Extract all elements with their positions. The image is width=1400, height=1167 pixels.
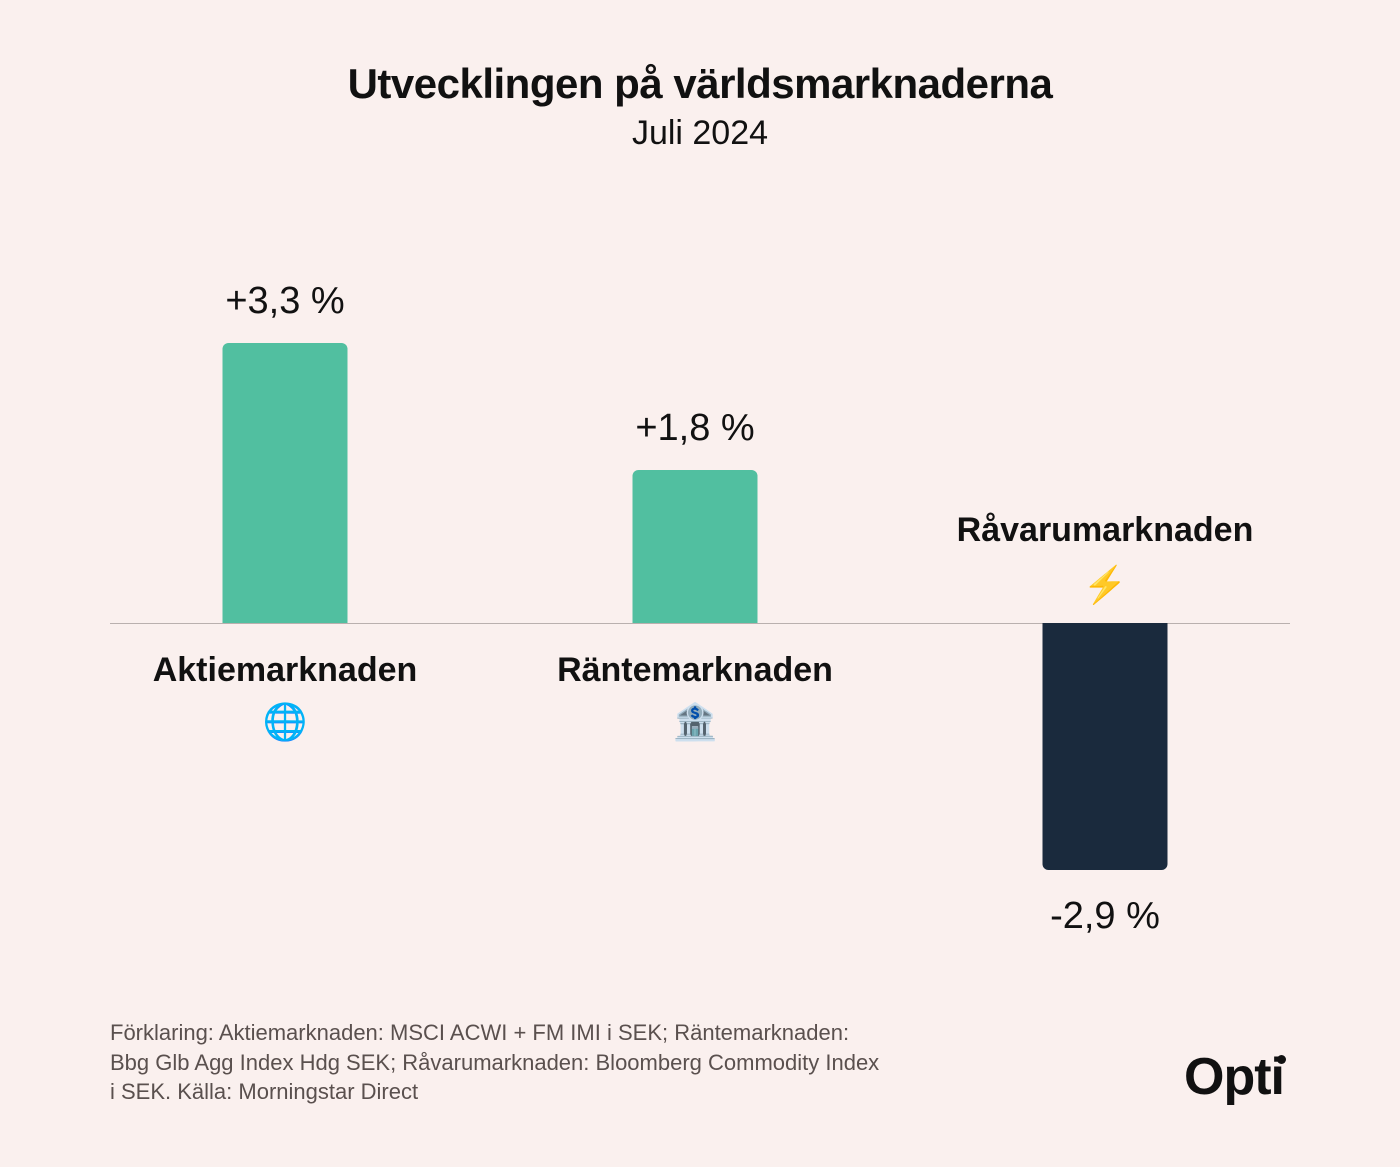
brand-logo: Opti: [1184, 1047, 1290, 1107]
bar: [1043, 623, 1168, 870]
bar-value-label: +1,8 %: [530, 407, 860, 450]
bar-group: -2,9 % Råvarumarknaden ⚡: [940, 173, 1270, 1018]
brand-logo-text: Opti: [1184, 1048, 1284, 1106]
bar-value-label: +3,3 %: [120, 280, 450, 323]
bar: [633, 470, 758, 623]
bar-group: +1,8 % Räntemarknaden 🏦: [530, 173, 860, 1018]
chart-subtitle: Juli 2024: [110, 114, 1290, 153]
lightning-icon: ⚡: [940, 564, 1270, 606]
chart-area: +3,3 % Aktiemarknaden 🌐 +1,8 % Räntemarknade…: [110, 173, 1290, 1018]
bar-category-label: Aktiemarknaden: [120, 651, 450, 690]
bar-category-label: Råvarumarknaden: [940, 511, 1270, 550]
brand-logo-dot-icon: [1277, 1055, 1286, 1064]
globe-icon: 🌐: [120, 701, 450, 743]
bar-value-label: -2,9 %: [940, 895, 1270, 938]
bar: [223, 343, 348, 624]
chart-footer: Förklaring: Aktiemarknaden: MSCI ACWI + …: [110, 1018, 1290, 1127]
chart-title: Utvecklingen på världsmarknaderna: [110, 60, 1290, 108]
bar-category-label: Räntemarknaden: [530, 651, 860, 690]
chart-container: Utvecklingen på världsmarknaderna Juli 2…: [0, 0, 1400, 1167]
bank-icon: 🏦: [530, 701, 860, 743]
footnote-text: Förklaring: Aktiemarknaden: MSCI ACWI + …: [110, 1018, 890, 1107]
bar-group: +3,3 % Aktiemarknaden 🌐: [120, 173, 450, 1018]
